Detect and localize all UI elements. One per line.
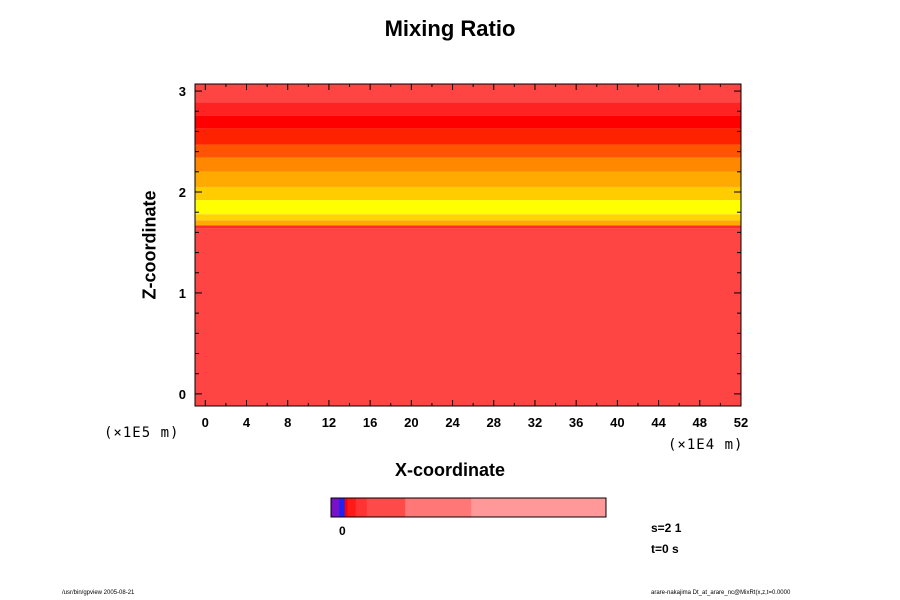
s-label: s=2 1 xyxy=(651,521,682,535)
footer-right: arare-nakajima Dt_at_arare_nc@MixRt(x,z,… xyxy=(651,590,791,596)
z-tick-label-1: 1 xyxy=(179,286,186,301)
band-9 xyxy=(195,128,741,145)
x-tick-label-13: 52 xyxy=(734,415,748,430)
colorbar-segment-6 xyxy=(405,498,472,517)
z-ticks xyxy=(195,90,741,395)
z-tick-label-2: 2 xyxy=(179,185,186,200)
colorbar-segment-3 xyxy=(347,498,357,517)
band-10 xyxy=(195,115,741,129)
x-tick-label-5: 20 xyxy=(404,415,418,430)
x-ticks xyxy=(204,84,742,406)
colorbar-segment-7 xyxy=(471,498,607,517)
plot-frame xyxy=(194,83,742,407)
band-1 xyxy=(195,225,741,229)
heatmap-bands xyxy=(195,84,741,406)
x-tick-label-4: 16 xyxy=(363,415,377,430)
band-4 xyxy=(195,200,741,215)
z-tick-labels: 0 1 2 3 xyxy=(179,84,186,402)
colorbar-segment-4 xyxy=(355,498,368,517)
band-8 xyxy=(195,144,741,158)
x-tick-label-1: 4 xyxy=(243,415,251,430)
t-label: t=0 s xyxy=(651,542,679,556)
band-5 xyxy=(195,186,741,201)
colorbar-segment-5 xyxy=(366,498,406,517)
x-axis-label: X-coordinate xyxy=(394,460,505,480)
colorbar-segment-2 xyxy=(344,498,348,517)
colorbar-segment-1 xyxy=(339,498,346,517)
x-tick-label-2: 8 xyxy=(284,415,291,430)
x-tick-label-0: 0 xyxy=(202,415,209,430)
y-axis-label: Z-coordinate xyxy=(139,190,160,300)
x-tick-label-12: 48 xyxy=(693,415,707,430)
band-6 xyxy=(195,171,741,187)
colorbar-label: 0 xyxy=(339,524,346,538)
x-tick-label-3: 12 xyxy=(322,415,336,430)
footer-left: /usr/bin/gpview 2005-08-21 xyxy=(62,590,135,596)
colorbar-segment-0 xyxy=(331,498,340,517)
z-scale-note: (×1E5 m) xyxy=(104,425,180,441)
colorbar xyxy=(330,497,607,518)
z-tick-label-3: 3 xyxy=(179,84,186,99)
band-0 xyxy=(195,228,741,406)
x-tick-label-11: 44 xyxy=(651,415,666,430)
z-tick-label-0: 0 xyxy=(179,387,186,402)
x-tick-label-6: 24 xyxy=(445,415,460,430)
chart-title: Mixing Ratio xyxy=(384,16,516,41)
band-11 xyxy=(195,102,741,116)
band-7 xyxy=(195,157,741,172)
x-tick-labels: 0 4 8 12 16 20 24 28 32 36 40 44 48 52 xyxy=(202,415,749,430)
colorbar-frame xyxy=(330,497,607,518)
x-tick-label-7: 28 xyxy=(487,415,501,430)
band-3 xyxy=(195,214,741,221)
x-tick-label-8: 32 xyxy=(528,415,542,430)
band-12 xyxy=(195,84,741,103)
x-scale-note: (×1E4 m) xyxy=(668,437,744,453)
band-2 xyxy=(195,220,741,226)
x-tick-label-10: 40 xyxy=(610,415,624,430)
x-tick-label-9: 36 xyxy=(569,415,583,430)
